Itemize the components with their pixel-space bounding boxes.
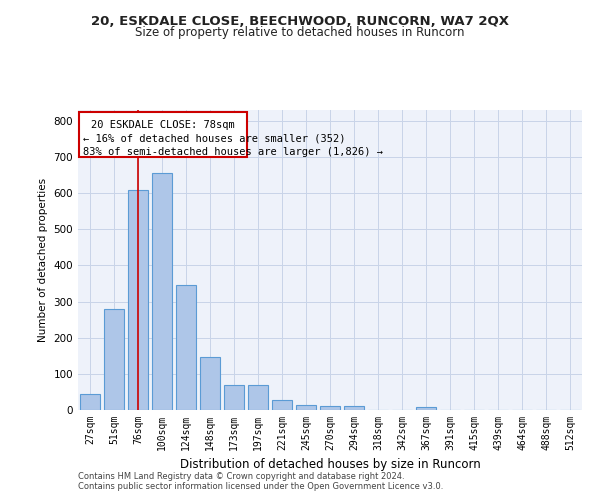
Bar (224, 386, 244, 410)
Bar (176, 286, 196, 410)
Bar (416, 408, 436, 410)
Bar (248, 384, 268, 410)
Bar (344, 406, 364, 410)
Bar (152, 174, 172, 410)
Text: 83% of semi-detached houses are larger (1,826) →: 83% of semi-detached houses are larger (… (83, 147, 383, 157)
FancyBboxPatch shape (79, 112, 247, 157)
Text: Contains HM Land Registry data © Crown copyright and database right 2024.: Contains HM Land Registry data © Crown c… (78, 472, 404, 481)
Text: Size of property relative to detached houses in Runcorn: Size of property relative to detached ho… (135, 26, 465, 39)
X-axis label: Distribution of detached houses by size in Runcorn: Distribution of detached houses by size … (179, 458, 481, 471)
Text: 20, ESKDALE CLOSE, BEECHWOOD, RUNCORN, WA7 2QX: 20, ESKDALE CLOSE, BEECHWOOD, RUNCORN, W… (91, 15, 509, 28)
Bar (200, 356, 220, 410)
Text: Contains public sector information licensed under the Open Government Licence v3: Contains public sector information licen… (78, 482, 443, 491)
Y-axis label: Number of detached properties: Number of detached properties (38, 178, 48, 342)
Bar (272, 400, 292, 410)
Text: ← 16% of detached houses are smaller (352): ← 16% of detached houses are smaller (35… (83, 134, 346, 143)
Bar (128, 190, 148, 410)
Bar (104, 309, 124, 410)
Bar (320, 406, 340, 410)
Bar (80, 394, 100, 410)
Text: 20 ESKDALE CLOSE: 78sqm: 20 ESKDALE CLOSE: 78sqm (91, 120, 235, 130)
Bar (296, 404, 316, 410)
